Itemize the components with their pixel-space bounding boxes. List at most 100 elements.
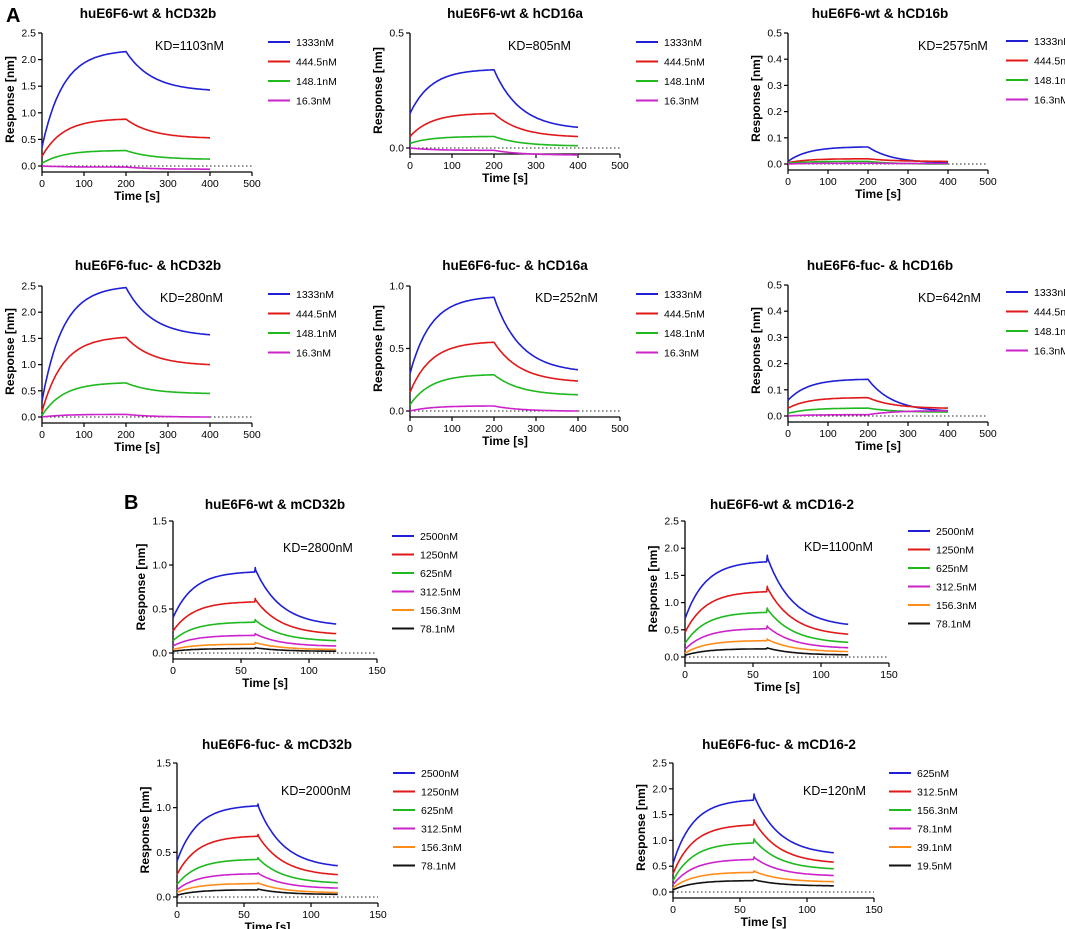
y-axis-label: Response [nm] bbox=[749, 55, 763, 142]
y-tick-label: 0.0 bbox=[156, 892, 171, 904]
y-tick-label: 1.5 bbox=[152, 516, 167, 528]
legend-label: 78.1nM bbox=[917, 824, 952, 836]
y-tick-label: 0.0 bbox=[767, 411, 782, 423]
series-line-78.1nM bbox=[684, 646, 849, 657]
series-line-19.5nM bbox=[672, 878, 834, 891]
x-tick-label: 200 bbox=[485, 423, 503, 435]
chart-title: huE6F6-fuc- & hCD16a bbox=[442, 258, 588, 273]
x-tick-label: 0 bbox=[170, 665, 176, 677]
y-tick-label: 2.5 bbox=[21, 28, 36, 40]
x-tick-label: 0 bbox=[785, 176, 791, 188]
kd-annotation: KD=120nM bbox=[803, 784, 866, 798]
series-line-156.3nM bbox=[672, 838, 834, 881]
x-tick-label: 500 bbox=[611, 423, 629, 435]
kd-annotation: KD=2000nM bbox=[281, 784, 351, 798]
series-line-1333nM bbox=[409, 69, 579, 129]
x-axis-label: Time [s] bbox=[482, 434, 528, 448]
y-tick-label: 0.5 bbox=[389, 343, 404, 355]
legend-label: 1333nM bbox=[296, 37, 334, 49]
chart-title: huE6F6-wt & mCD16-2 bbox=[710, 497, 854, 512]
x-tick-label: 100 bbox=[812, 669, 830, 681]
legend-label: 444.5nM bbox=[296, 309, 337, 321]
series-line-1333nM bbox=[787, 378, 949, 412]
x-tick-label: 150 bbox=[369, 909, 387, 921]
legend-label: 148.1nM bbox=[1034, 75, 1065, 87]
chart-title: huE6F6-fuc- & hCD32b bbox=[75, 258, 221, 273]
y-axis-label: Response [nm] bbox=[134, 544, 148, 631]
legend-label: 78.1nM bbox=[421, 861, 456, 873]
x-tick-label: 100 bbox=[819, 176, 837, 188]
series-line-312.5nM bbox=[684, 625, 849, 650]
y-tick-label: 2.0 bbox=[21, 54, 36, 66]
legend-label: 16.3nM bbox=[296, 96, 331, 108]
legend-label: 156.3nM bbox=[936, 600, 977, 612]
series-line-444.5nM bbox=[787, 158, 948, 164]
y-tick-label: 1.5 bbox=[156, 758, 171, 770]
legend-label: 39.1nM bbox=[917, 842, 952, 854]
x-tick-label: 150 bbox=[865, 904, 883, 916]
y-tick-label: 0.0 bbox=[152, 648, 167, 660]
chart-b3: huE6F6-fuc- & mCD32b 0 50 100 150 0.0 0.5 1.0 1.… bbox=[138, 737, 462, 929]
x-tick-label: 400 bbox=[939, 428, 957, 440]
legend-label: 444.5nM bbox=[664, 57, 705, 69]
chart-a4: huE6F6-fuc- & hCD32b 0 100 200 300 400 500 0.0 0… bbox=[3, 258, 337, 454]
y-axis-label: Response [nm] bbox=[634, 784, 648, 871]
kd-annotation: KD=2800nM bbox=[283, 541, 353, 555]
y-tick-label: 2.5 bbox=[21, 281, 36, 293]
series-line-1250nM bbox=[172, 597, 337, 635]
x-axis-label: Time [s] bbox=[482, 171, 528, 185]
series-line-444.5nM bbox=[787, 396, 948, 409]
series-line-156.3nM bbox=[172, 641, 337, 651]
legend-label: 16.3nM bbox=[664, 96, 699, 108]
chart-title: huE6F6-wt & mCD32b bbox=[205, 497, 345, 512]
x-tick-label: 50 bbox=[747, 669, 759, 681]
panel-label-b: B bbox=[124, 492, 138, 514]
y-tick-label: 1.5 bbox=[652, 809, 667, 821]
chart-a2: huE6F6-wt & hCD16a 0 100 200 300 400 500 0.0 0.5… bbox=[371, 6, 705, 185]
series-line-16.3nM bbox=[41, 165, 210, 170]
legend-label: 1333nM bbox=[664, 289, 702, 301]
x-tick-label: 0 bbox=[39, 178, 45, 190]
series-line-16.3nM bbox=[409, 147, 578, 156]
series-line-444.5nM bbox=[41, 336, 210, 413]
series-line-312.5nM bbox=[672, 818, 834, 875]
y-tick-label: 0.2 bbox=[767, 358, 782, 370]
chart-b1: huE6F6-wt & mCD32b 0 50 100 150 0.0 0.5 1.0 1.5 T… bbox=[134, 497, 461, 690]
y-tick-label: 0.0 bbox=[389, 406, 404, 418]
series-line-156.3nM bbox=[684, 638, 849, 654]
kd-annotation: KD=642nM bbox=[918, 291, 981, 305]
x-tick-label: 50 bbox=[238, 909, 250, 921]
chart-title: huE6F6-fuc- & mCD32b bbox=[202, 737, 352, 752]
series-line-1250nM bbox=[684, 585, 849, 635]
legend-label: 16.3nM bbox=[1034, 95, 1065, 107]
y-tick-label: 2.0 bbox=[664, 543, 679, 555]
legend-label: 148.1nM bbox=[296, 328, 337, 340]
y-tick-label: 1.0 bbox=[21, 107, 36, 119]
x-tick-label: 300 bbox=[899, 176, 917, 188]
y-tick-label: 1.0 bbox=[21, 359, 36, 371]
legend-label: 625nM bbox=[936, 563, 968, 575]
legend-label: 78.1nM bbox=[420, 624, 455, 636]
y-tick-label: 2.0 bbox=[21, 307, 36, 319]
chart-title: huE6F6-fuc- & mCD16-2 bbox=[702, 737, 856, 752]
y-tick-label: 0.5 bbox=[767, 28, 782, 40]
series-line-16.3nM bbox=[41, 413, 210, 418]
series-line-1333nM bbox=[409, 296, 579, 374]
kd-annotation: KD=280nM bbox=[160, 291, 223, 305]
y-tick-label: 1.0 bbox=[156, 802, 171, 814]
series-line-78.1nM bbox=[176, 888, 338, 896]
y-tick-label: 0.0 bbox=[767, 159, 782, 171]
x-tick-label: 500 bbox=[243, 178, 261, 190]
legend-label: 444.5nM bbox=[1034, 307, 1065, 319]
legend-label: 1333nM bbox=[1034, 287, 1065, 299]
y-tick-label: 1.5 bbox=[21, 333, 36, 345]
chart-b4: huE6F6-fuc- & mCD16-2 0 50 100 150 0.0 0.5 1.0 1… bbox=[634, 737, 958, 929]
x-tick-label: 100 bbox=[300, 665, 318, 677]
y-tick-label: 1.5 bbox=[21, 81, 36, 93]
series-line-444.5nM bbox=[409, 341, 579, 393]
kd-annotation: KD=2575nM bbox=[918, 39, 988, 53]
legend-label: 1250nM bbox=[421, 787, 459, 799]
x-tick-label: 500 bbox=[979, 176, 997, 188]
chart-title: huE6F6-wt & hCD32b bbox=[80, 6, 217, 21]
